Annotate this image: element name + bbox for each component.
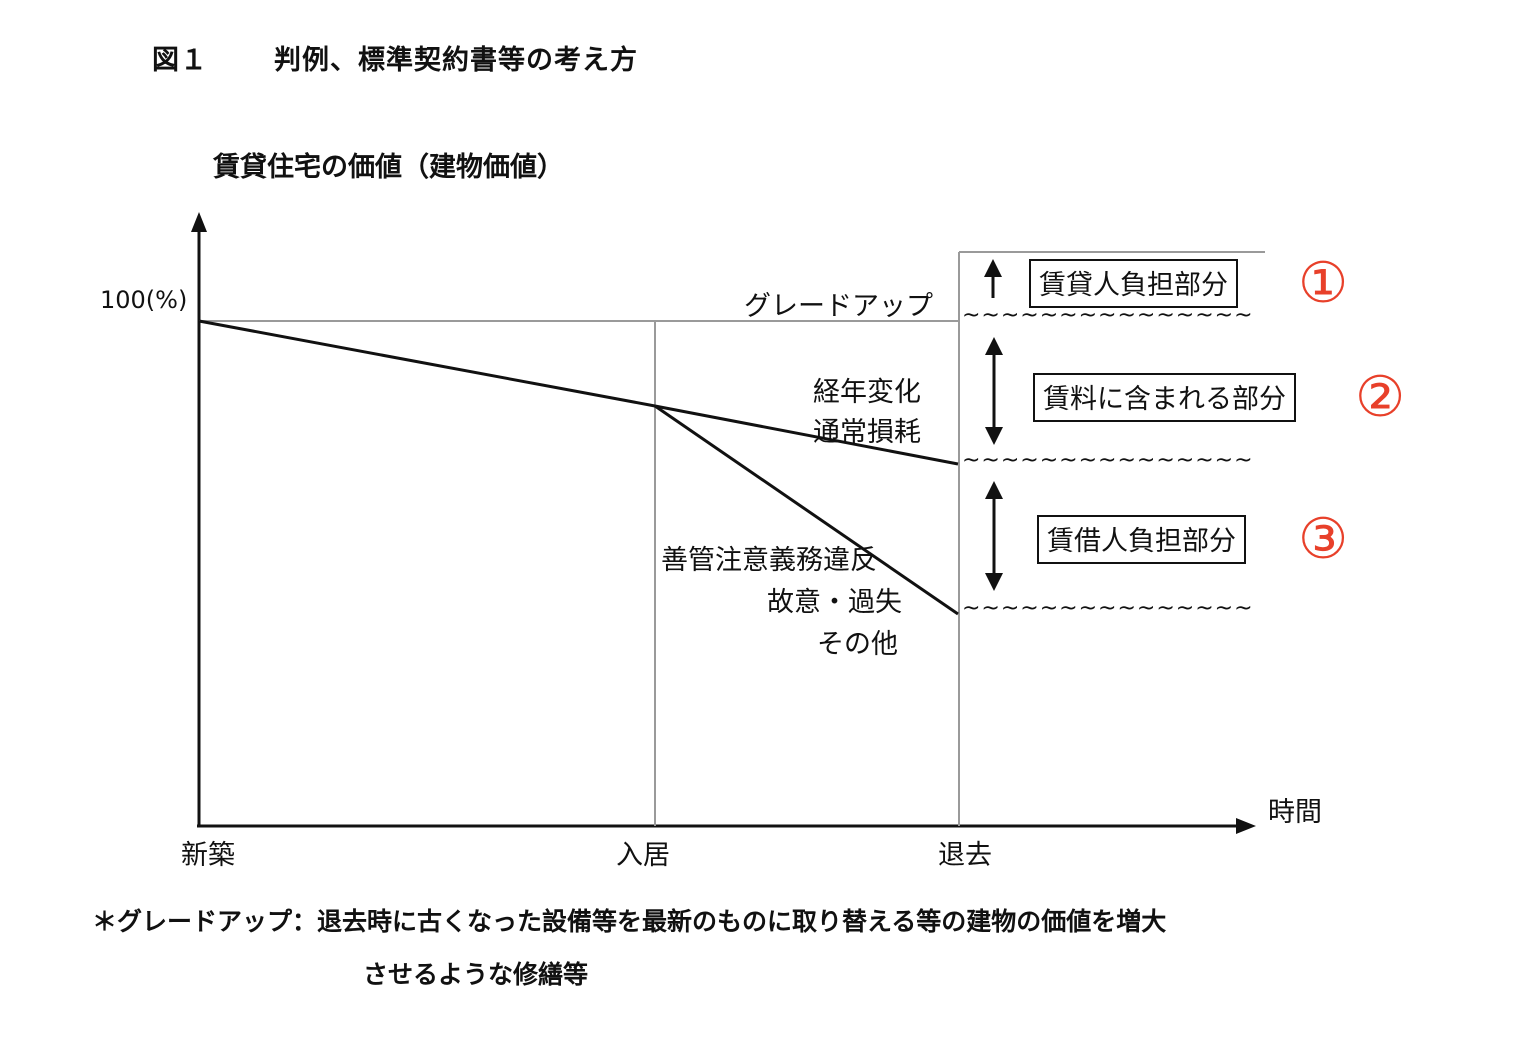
depreciation-line-2	[654, 404, 959, 466]
y-tick-100: 100(%)	[100, 286, 188, 314]
footnote-line-2: させるような修繕等	[363, 960, 589, 989]
x-tick-new: 新築	[181, 840, 235, 871]
x-tick-movein: 入居	[616, 840, 670, 871]
tilde-separator-middle: ~~~~~~~~~~~~~~~	[962, 448, 1254, 473]
y-axis-title: 賃貸住宅の価値（建物価値）	[213, 152, 564, 183]
marker-two: ②	[1355, 365, 1406, 430]
figure-caption: 判例、標準契約書等の考え方	[274, 45, 638, 76]
figure-title: 図１ 判例、標準契約書等の考え方	[152, 38, 638, 77]
breach-label-1: 善管注意義務違反	[661, 545, 877, 576]
box-landlord-share: 賃貸人負担部分	[1029, 259, 1238, 308]
aging-label-1: 経年変化	[813, 377, 921, 408]
aging-label-2: 通常損耗	[813, 417, 921, 448]
x-axis-title: 時間	[1268, 797, 1322, 828]
footnote-line-1: ＊グレードアップ：退去時に古くなった設備等を最新のものに取り替える等の建物の価値…	[92, 907, 1167, 936]
breach-line	[654, 404, 959, 616]
marker-one: ①	[1298, 251, 1349, 316]
y-axis-arrowhead	[191, 212, 207, 232]
breach-label-2: 故意・過失	[767, 587, 902, 618]
depreciation-line-1	[198, 319, 656, 408]
box-rent-included: 賃料に含まれる部分	[1033, 373, 1296, 422]
x-axis-arrowhead	[1236, 818, 1256, 834]
breach-label-3: その他	[817, 629, 898, 660]
gradeup-label: グレードアップ	[744, 291, 933, 322]
tilde-separator-bottom: ~~~~~~~~~~~~~~~	[962, 596, 1254, 621]
box-tenant-share: 賃借人負担部分	[1037, 515, 1246, 564]
marker-three: ③	[1298, 507, 1349, 572]
figure-number: 図１	[152, 45, 208, 76]
x-tick-moveout: 退去	[938, 840, 992, 871]
